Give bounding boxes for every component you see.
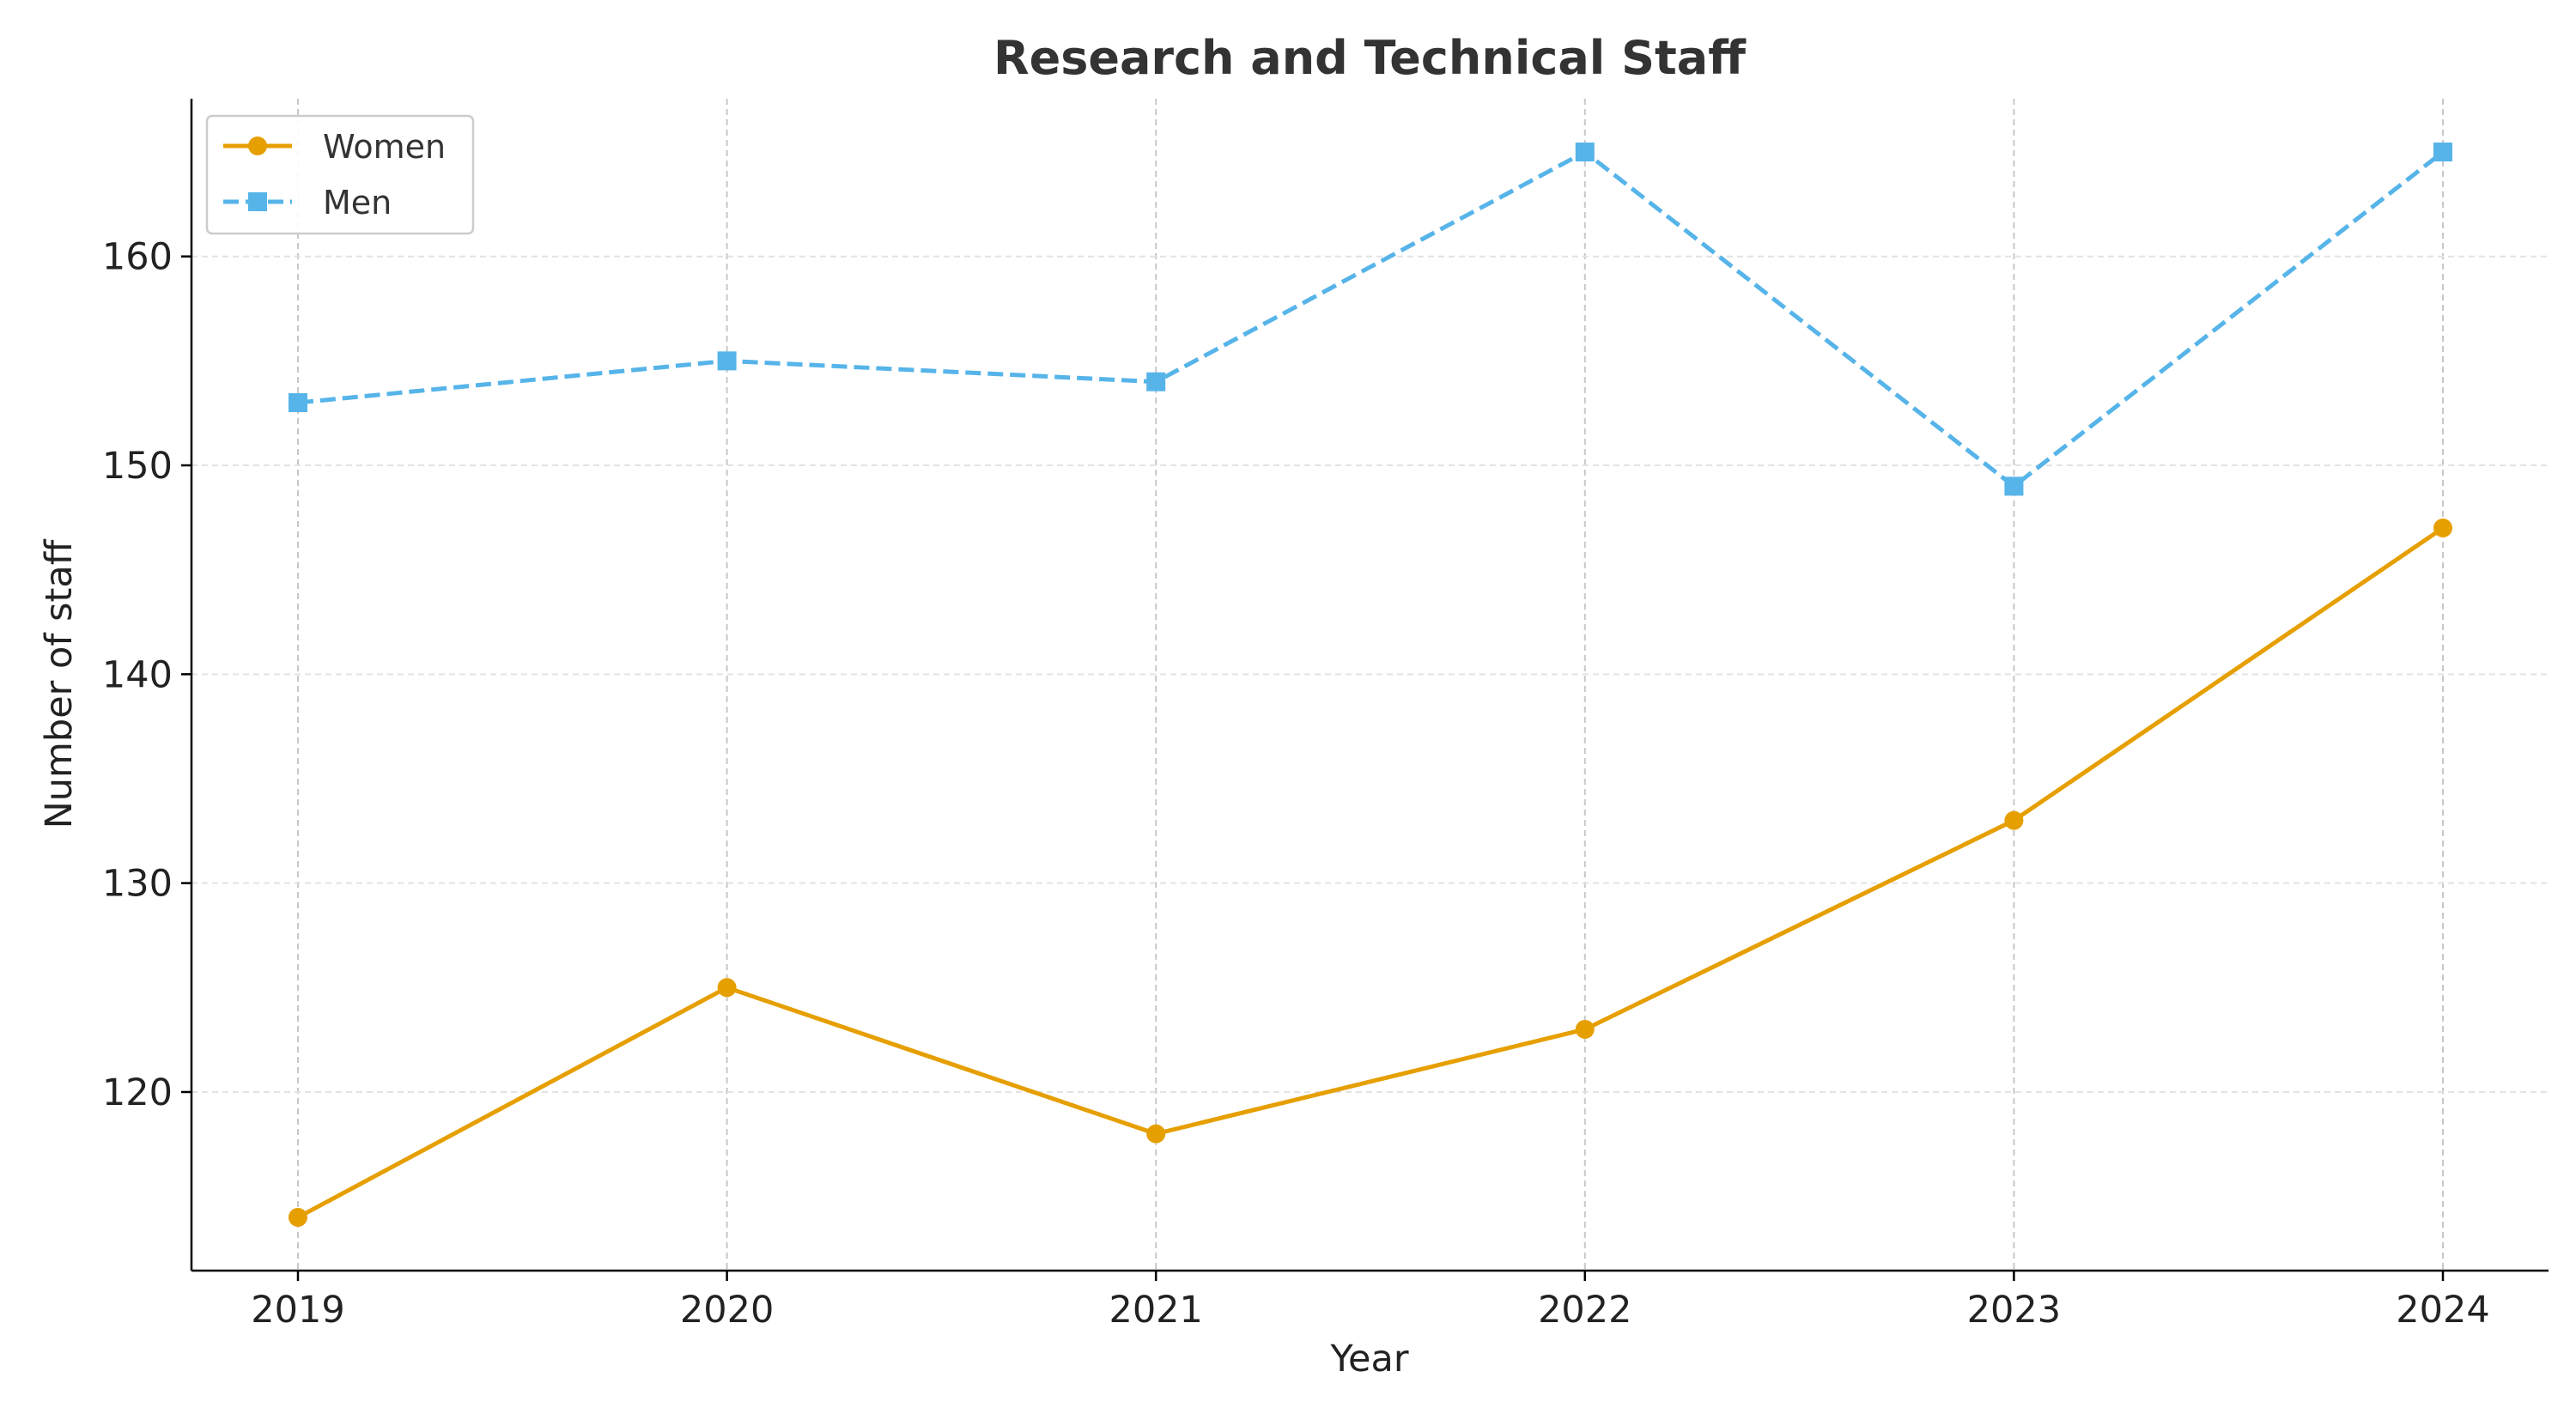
- data-point-men-2023: [2004, 476, 2024, 496]
- data-point-women-2022: [1575, 1019, 1595, 1039]
- axes: [190, 99, 2549, 1272]
- x-tick-label-2019: 2019: [251, 1289, 344, 1332]
- x-tick-label-2023: 2023: [1967, 1289, 2061, 1332]
- data-point-men-2024: [2433, 143, 2452, 162]
- x-tick-label-2020: 2020: [680, 1289, 774, 1332]
- y-tick-label-150: 150: [102, 445, 173, 488]
- data-point-men-2020: [717, 351, 737, 371]
- x-tick-label-2024: 2024: [2396, 1289, 2489, 1332]
- legend-swatch-women-marker: [248, 137, 267, 155]
- y-tick-label-130: 130: [102, 863, 173, 906]
- y-tick-label-140: 140: [102, 653, 173, 696]
- y-tick-label-120: 120: [102, 1071, 173, 1114]
- data-point-women-2021: [1146, 1124, 1166, 1144]
- y-axis-ticks: 120 130 140 150 160: [102, 236, 191, 1114]
- data-point-men-2021: [1146, 372, 1166, 391]
- legend-swatch-men-marker: [248, 192, 267, 211]
- y-tick-label-160: 160: [102, 236, 173, 279]
- chart-title: Research and Technical Staff: [993, 31, 1747, 85]
- legend-item-men: Men: [223, 184, 392, 221]
- data-point-men-2022: [1575, 143, 1595, 162]
- data-point-women-2023: [2004, 810, 2024, 830]
- series-group: [289, 143, 2452, 1227]
- x-axis-ticks: 2019 2020 2021 2022 2023 2024: [251, 1271, 2490, 1332]
- x-tick-label-2021: 2021: [1109, 1289, 1202, 1332]
- data-point-women-2020: [717, 978, 737, 998]
- series-line-men: [297, 149, 2445, 489]
- data-point-women-2024: [2433, 519, 2452, 538]
- data-point-women-2019: [289, 1207, 307, 1227]
- legend: Women Men: [205, 114, 475, 235]
- legend-label-men: Men: [323, 184, 392, 221]
- series-line-women: [296, 525, 2445, 1220]
- legend-label-women: Women: [323, 128, 446, 166]
- y-axis-label: Number of staff: [38, 538, 81, 828]
- grid-lines: [191, 99, 2549, 1271]
- data-point-men-2019: [289, 393, 307, 413]
- x-tick-label-2022: 2022: [1538, 1289, 1631, 1332]
- legend-item-women: Women: [223, 128, 446, 166]
- x-axis-label: Year: [1329, 1338, 1408, 1381]
